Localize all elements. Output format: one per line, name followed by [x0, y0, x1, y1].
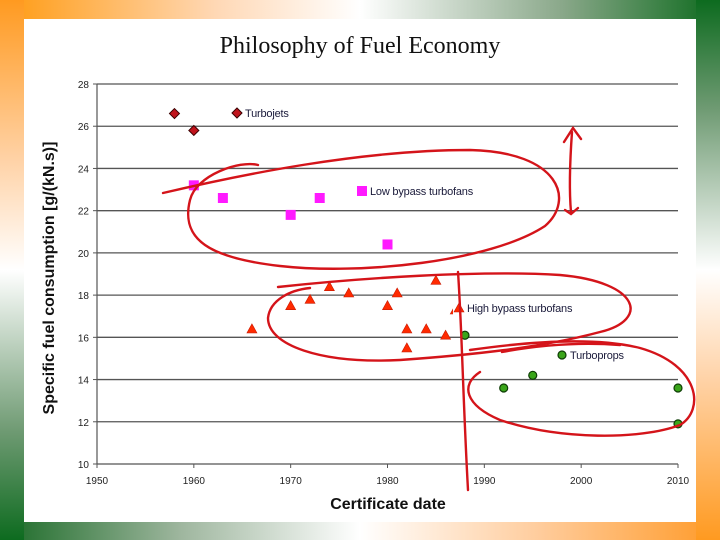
data-point: [673, 383, 683, 393]
y-tick-label: 20: [78, 249, 90, 260]
data-point: [499, 383, 509, 393]
data-point: [168, 107, 181, 120]
data-point: [323, 281, 335, 291]
data-point: [285, 209, 296, 220]
data-point: [188, 124, 200, 137]
data-point: [381, 300, 394, 310]
annotation-ellipse-low-bypass: [161, 148, 561, 270]
legend-label-bg: [231, 104, 304, 122]
y-tick-label: 16: [78, 333, 90, 344]
x-axis-label: Certificate date: [330, 496, 446, 513]
data-point: [440, 329, 452, 340]
legend-label-bg: [556, 346, 635, 364]
annotation-arrowhead-bottom: [563, 206, 580, 216]
legend-label: Turbojets: [245, 108, 289, 120]
data-point: [246, 323, 258, 334]
y-tick-label: 24: [78, 164, 90, 175]
slide-border-bottom: [0, 522, 720, 540]
y-axis-label: Specific fuel consumption [g/(kN.s)]: [41, 142, 58, 415]
data-point: [430, 274, 442, 285]
x-tick-label: 1960: [183, 476, 206, 487]
y-tick-label: 22: [78, 207, 90, 218]
data-point: [420, 323, 432, 334]
legend-marker: [557, 350, 567, 360]
y-tick-label: 10: [78, 460, 90, 471]
slide-border-top: [0, 0, 720, 20]
legend-label: Low bypass turbofans: [370, 186, 474, 198]
content-panel: [24, 19, 696, 522]
legend-marker: [357, 186, 367, 196]
y-tick-label: 18: [78, 291, 90, 302]
annotation-ellipse-turboprops: [467, 340, 696, 437]
data-point: [391, 287, 403, 298]
data-point: [401, 342, 413, 353]
legend-label-bg: [356, 182, 498, 200]
x-tick-label: 1980: [376, 476, 399, 487]
annotation-vertical-line: [456, 270, 470, 492]
slide-title: Philosophy of Fuel Economy: [219, 33, 501, 59]
annotation-arrowhead-top: [562, 125, 583, 144]
data-point: [217, 193, 228, 203]
data-point: [401, 323, 413, 334]
data-point: [343, 287, 355, 298]
y-tick-label: 26: [78, 122, 90, 133]
x-tick-label: 1970: [280, 476, 303, 487]
legend-label-bg: [453, 299, 602, 317]
y-tick-label: 14: [78, 376, 90, 387]
annotation-ellipse-high-bypass: [266, 272, 632, 362]
data-point: [528, 370, 538, 380]
annotation-arrow: [568, 130, 574, 214]
x-tick-label: 1950: [86, 476, 109, 487]
data-point: [382, 239, 393, 250]
x-tick-label: 2000: [570, 476, 593, 487]
data-point: [285, 300, 297, 310]
data-point: [304, 293, 316, 304]
x-tick-label: 2010: [667, 476, 690, 487]
legend-marker: [231, 107, 243, 119]
legend-label: Turboprops: [570, 350, 625, 362]
legend-label: High bypass turbofans: [467, 303, 573, 315]
y-tick-label: 28: [78, 80, 90, 91]
y-tick-label: 12: [78, 418, 90, 429]
annotation-stroke: [500, 342, 622, 354]
x-tick-label: 1990: [473, 476, 496, 487]
data-point: [314, 193, 325, 203]
